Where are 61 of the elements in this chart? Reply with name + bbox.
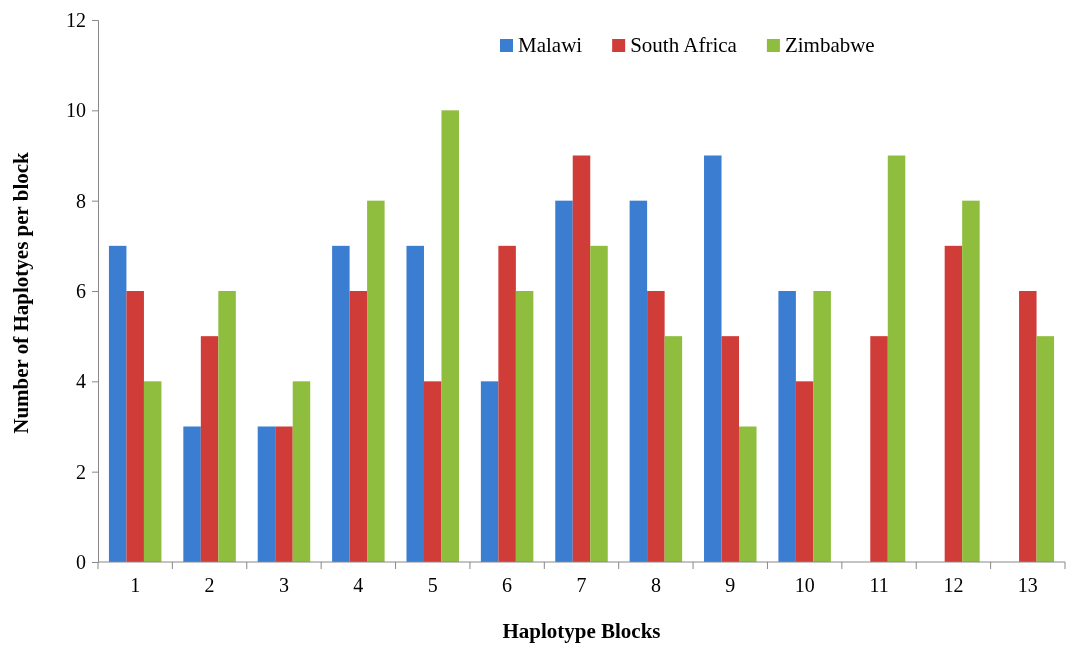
- x-tick-label: 2: [204, 574, 215, 596]
- bar: [367, 200, 385, 562]
- bar: [498, 245, 516, 562]
- bar: [887, 155, 906, 562]
- y-tick-label: 8: [76, 189, 86, 212]
- bar: [406, 245, 424, 562]
- bar: [1036, 336, 1055, 562]
- bar: [441, 110, 459, 562]
- bar: [143, 381, 162, 562]
- bar: [870, 336, 888, 562]
- bar: [721, 336, 740, 562]
- bar: [664, 336, 683, 562]
- y-tick-label: 4: [76, 370, 86, 393]
- x-tick-label: 4: [353, 574, 364, 596]
- y-tick-label: 12: [66, 8, 86, 31]
- bar: [275, 426, 293, 562]
- bar: [962, 200, 980, 562]
- bar: [647, 291, 665, 562]
- bar: [795, 381, 814, 562]
- legend-label: Malawi: [518, 33, 583, 57]
- y-tick-label: 2: [76, 460, 86, 483]
- bar: [572, 155, 591, 562]
- bar: [944, 245, 963, 562]
- bar: [349, 291, 368, 562]
- bar: [813, 291, 831, 562]
- bar: [423, 381, 442, 562]
- bar: [257, 426, 276, 562]
- bar: [200, 336, 219, 562]
- bar: [126, 291, 144, 562]
- x-tick-label: 7: [576, 574, 587, 596]
- bar: [332, 245, 350, 562]
- bar: [108, 245, 127, 562]
- x-tick-label: 5: [427, 574, 438, 596]
- y-tick-label: 0: [76, 550, 86, 573]
- bar: [778, 291, 796, 562]
- y-tick-label: 6: [76, 279, 86, 302]
- x-tick-label: 9: [725, 574, 736, 596]
- x-tick-label: 1: [130, 574, 141, 596]
- bar: [183, 426, 201, 562]
- x-tick-label: 10: [794, 574, 815, 596]
- bar: [590, 245, 608, 562]
- bar: [515, 291, 534, 562]
- x-tick-label: 11: [869, 574, 889, 596]
- legend-label: South Africa: [630, 33, 738, 57]
- x-tick-label: 12: [943, 574, 964, 596]
- legend-label: Zimbabwe: [784, 33, 875, 57]
- y-tick-label: 10: [66, 99, 86, 122]
- bar: [704, 155, 722, 562]
- x-axis-title: Haplotype Blocks: [502, 619, 661, 643]
- y-axis-title: Number of Haplotyes per block: [9, 151, 33, 434]
- bar: [292, 381, 311, 562]
- x-tick-label: 6: [502, 574, 513, 596]
- x-tick-label: 8: [650, 574, 661, 596]
- x-tick-label: 13: [1017, 574, 1038, 596]
- bar: [739, 426, 757, 562]
- bar: [629, 200, 648, 562]
- bar: [480, 381, 499, 562]
- bar: [218, 291, 236, 562]
- x-tick-label: 3: [278, 574, 289, 596]
- bar: [555, 200, 573, 562]
- bar: [1019, 291, 1037, 562]
